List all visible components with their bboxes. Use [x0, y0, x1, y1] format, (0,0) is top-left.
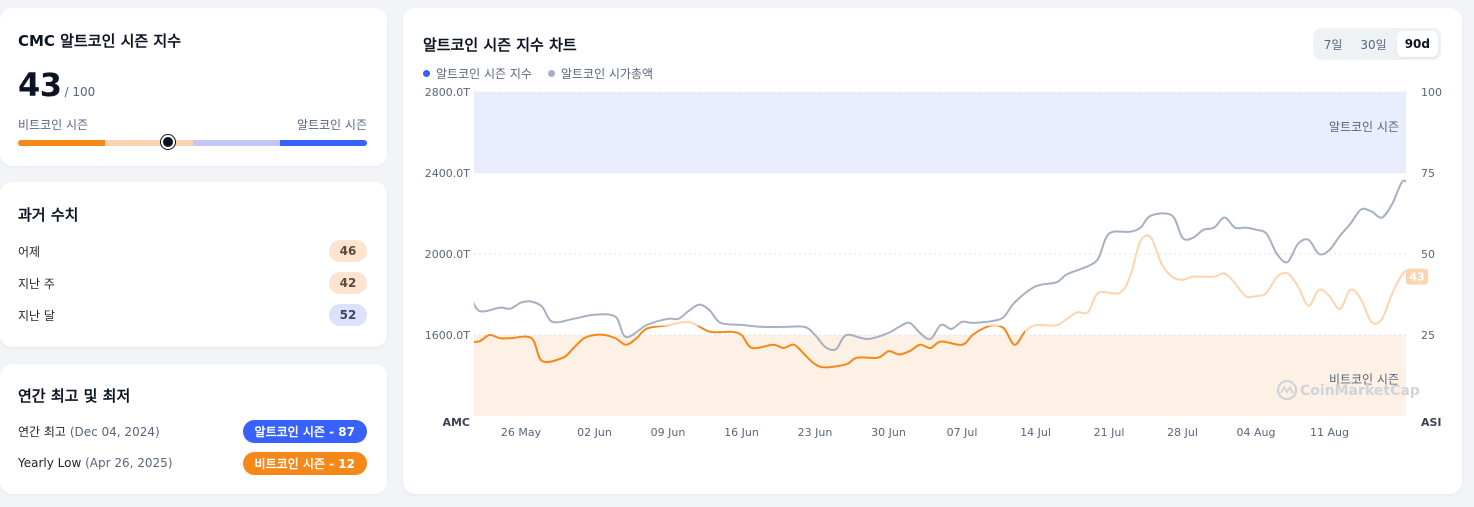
history-row-label: 지난 주: [18, 276, 55, 291]
bitcoin-season-zone: [474, 335, 1406, 416]
coinmarketcap-logo-icon: [1276, 379, 1298, 401]
current-value-badge: [1406, 268, 1428, 285]
range-tab-30d[interactable]: 30일: [1360, 37, 1387, 52]
x-axis-tick-label: 28 Jul: [1167, 426, 1198, 439]
index-card-title: CMC 알트코인 시즌 지수: [18, 32, 182, 50]
x-axis-tick-label: 09 Jun: [651, 426, 686, 439]
history-row-last-month: 지난 달 52: [18, 303, 367, 327]
legend-item-index[interactable]: 알트코인 시즌 지수: [423, 65, 532, 82]
gauge-knob: [161, 135, 176, 149]
legend-item-marketcap[interactable]: 알트코인 시가총액: [547, 65, 654, 82]
left-axis-tick-label: 2000.0T: [425, 248, 470, 261]
index-max: / 100: [64, 85, 96, 99]
altcoin-index-card: CMC 알트코인 시즌 지수 43 / 100 비트코인 시즌 알트코인 시즌: [0, 8, 387, 166]
range-tab-7d[interactable]: 7일: [1323, 37, 1343, 52]
chart-legend: 알트코인 시즌 지수 알트코인 시가총액: [423, 65, 653, 82]
index-value: 43: [18, 66, 62, 104]
right-axis-title: ASI: [1421, 416, 1442, 429]
history-card-title: 과거 수치: [18, 206, 79, 224]
right-axis-tick-label: 25: [1421, 329, 1435, 342]
series-line-marketcap: [474, 179, 1406, 352]
altcoin-season-zone-label: 알트코인 시즌: [1329, 120, 1399, 134]
yearly-high-date: (Dec 04, 2024): [69, 424, 160, 439]
gauge-segment: [192, 140, 280, 146]
coinmarketcap-logo-mark-icon: [1280, 385, 1294, 394]
history-row-yesterday: 어제 46: [18, 239, 367, 263]
left-axis-title: AMC: [442, 416, 470, 429]
history-card: 과거 수치 어제 46 지난 주 42 지난 달 52: [0, 182, 387, 347]
index-gauge: [18, 140, 367, 146]
x-axis-tick-label: 16 Jun: [724, 426, 759, 439]
yearly-high-row: 연간 최고 (Dec 04, 2024) 알트코인 시즌 - 87: [18, 419, 367, 443]
yearly-low-tag: 비트코인 시즌 - 12: [242, 451, 367, 475]
coinmarketcap-watermark-text: CoinMarketCap: [1300, 383, 1420, 399]
right-axis-tick-label: 50: [1421, 248, 1435, 261]
range-tab-90d[interactable]: 90d: [1396, 31, 1438, 57]
x-axis-tick-label: 11 Aug: [1310, 426, 1349, 439]
x-axis-tick-label: 02 Jun: [577, 426, 612, 439]
gauge-right-label: 알트코인 시즌: [296, 118, 367, 132]
gauge-left-label: 비트코인 시즌: [18, 118, 89, 132]
coinmarketcap-watermark: CoinMarketCap: [1276, 379, 1420, 401]
chart-title: 알트코인 시즌 지수 차트: [423, 36, 577, 54]
history-value-pill: 52: [329, 304, 367, 326]
history-row-last-week: 지난 주 42: [18, 271, 367, 295]
gauge-segment: [279, 140, 367, 146]
history-value-pill: 46: [329, 240, 367, 262]
yearly-low-row: Yearly Low (Apr 26, 2025) 비트코인 시즌 - 12: [18, 451, 367, 475]
yearly-low-label: Yearly Low: [18, 456, 82, 470]
gauge-segment: [105, 140, 193, 146]
history-row-label: 지난 달: [18, 308, 55, 323]
yearly-high-label: 연간 최고: [18, 424, 66, 439]
yearly-card-title: 연간 최고 및 최저: [18, 387, 131, 405]
legend-label: 알트코인 시가총액: [560, 67, 654, 81]
right-axis-tick-label: 100: [1421, 86, 1442, 99]
x-axis-tick-label: 26 May: [501, 426, 542, 439]
legend-label: 알트코인 시즌 지수: [436, 67, 532, 81]
yearly-high-tag: 알트코인 시즌 - 87: [242, 419, 367, 443]
gauge-segment: [18, 140, 106, 146]
series-line-index: [474, 326, 1025, 369]
x-axis-tick-label: 30 Jun: [871, 426, 906, 439]
left-axis-tick-label: 1600.0T: [425, 329, 470, 342]
yearly-low-text: Yearly Low (Apr 26, 2025): [18, 456, 173, 470]
history-row-label: 어제: [18, 244, 41, 259]
altcoin-season-zone: [474, 92, 1406, 173]
x-axis-tick-label: 21 Jul: [1094, 426, 1125, 439]
legend-dot-icon: [547, 70, 555, 77]
legend-dot-icon: [423, 70, 430, 77]
x-axis-tick-label: 07 Jul: [947, 426, 978, 439]
index-score: 43 / 100: [18, 66, 95, 104]
history-value-pill: 42: [329, 272, 367, 294]
yearly-high-low-card: 연간 최고 및 최저 연간 최고 (Dec 04, 2024) 알트코인 시즌 …: [0, 364, 387, 494]
x-axis-tick-label: 23 Jun: [798, 426, 833, 439]
current-value-badge-text: 43: [1409, 271, 1424, 284]
range-tabs: 7일 30일 90d: [1312, 28, 1441, 60]
right-axis-tick-label: 75: [1421, 167, 1435, 180]
left-axis-tick-label: 2800.0T: [425, 86, 470, 99]
x-axis-tick-label: 04 Aug: [1237, 426, 1276, 439]
x-axis-tick-label: 14 Jul: [1020, 426, 1051, 439]
yearly-low-date: (Apr 26, 2025): [85, 456, 173, 470]
left-axis-tick-label: 2400.0T: [425, 167, 470, 180]
yearly-high-text: 연간 최고 (Dec 04, 2024): [18, 423, 160, 440]
bitcoin-season-zone-label: 비트코인 시즌: [1329, 373, 1399, 387]
